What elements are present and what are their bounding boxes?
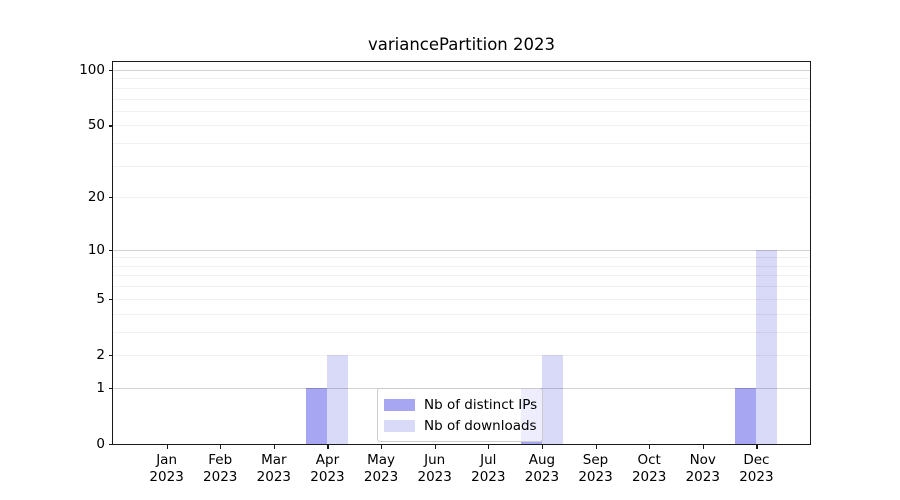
y-tick-label-20: 20	[87, 189, 105, 206]
x-tick-mark	[434, 445, 436, 449]
gridline-5	[113, 298, 810, 300]
x-tick-label-jan: Jan 2023	[149, 452, 184, 485]
gridline-2	[113, 354, 810, 356]
legend: Nb of distinct IPs Nb of downloads	[377, 388, 543, 442]
gridline-40	[113, 143, 810, 145]
gridline-4	[113, 313, 810, 315]
x-tick-label-may: May 2023	[363, 452, 399, 485]
x-tick-mark	[649, 445, 651, 449]
legend-swatch-downloads	[384, 419, 415, 432]
gridline-70	[113, 98, 810, 100]
x-tick-label-feb: Feb 2023	[203, 452, 238, 485]
legend-item: Nb of distinct IPs	[384, 394, 538, 415]
y-tick-label-10: 10	[87, 241, 105, 258]
gridline-30	[113, 165, 810, 167]
x-tick-mark	[327, 445, 329, 449]
x-tick-label-mar: Mar 2023	[256, 452, 292, 485]
x-tick-mark	[166, 445, 168, 449]
y-tick-label-0: 0	[96, 436, 105, 452]
y-tick-mark	[109, 387, 113, 390]
gridline-9	[113, 257, 810, 259]
gridline-8	[113, 265, 810, 267]
gridline-60	[113, 110, 810, 112]
x-tick-label-apr: Apr 2023	[310, 452, 345, 485]
legend-item: Nb of downloads	[384, 415, 537, 436]
x-tick-label-nov: Nov 2023	[685, 452, 720, 485]
y-tick-mark	[109, 444, 113, 446]
gridline-3	[113, 331, 810, 333]
y-tick-mark	[109, 249, 113, 251]
x-tick-mark	[273, 445, 276, 449]
y-tick-mark	[109, 298, 113, 300]
bar-downloads-dec	[756, 249, 778, 444]
y-tick-label-50: 50	[87, 117, 105, 134]
x-tick-mark	[595, 445, 597, 449]
gridline-6	[113, 286, 810, 288]
gridline-7	[113, 275, 810, 277]
y-tick-label-1: 1	[96, 379, 105, 396]
x-tick-mark	[541, 445, 544, 449]
gridline-10	[113, 249, 810, 251]
x-tick-label-jun: Jun 2023	[417, 452, 452, 485]
legend-label: Nb of downloads	[424, 417, 537, 434]
x-tick-label-dec: Dec 2023	[739, 452, 774, 485]
bar-distinct-ips-apr	[306, 387, 328, 444]
x-tick-label-oct: Oct 2023	[631, 452, 667, 485]
x-tick-label-aug: Aug 2023	[524, 452, 560, 485]
legend-label: Nb of distinct IPs	[424, 396, 538, 413]
gridline-90	[113, 78, 810, 80]
y-tick-mark	[109, 354, 113, 357]
x-tick-mark	[702, 445, 704, 449]
gridline-80	[113, 87, 810, 89]
chart-title: variancePartition 2023	[367, 35, 556, 54]
x-tick-mark	[220, 445, 222, 449]
x-tick-mark	[756, 445, 758, 449]
y-tick-label-2: 2	[96, 346, 105, 363]
gridline-100	[113, 70, 810, 71]
gridline-50	[113, 125, 810, 127]
x-tick-label-jul: Jul 2023	[471, 452, 506, 485]
y-tick-mark	[109, 197, 113, 199]
bar-distinct-ips-dec	[735, 387, 757, 444]
bar-downloads-apr	[327, 354, 349, 444]
bar-downloads-aug	[541, 354, 563, 444]
x-tick-label-sep: Sep 2023	[578, 452, 613, 485]
y-tick-mark	[109, 125, 113, 127]
plot-area	[112, 61, 811, 445]
gridline-20	[113, 197, 810, 199]
legend-swatch-distinct-ips	[384, 398, 415, 411]
y-tick-label-5: 5	[96, 290, 105, 307]
y-tick-mark	[109, 70, 113, 72]
x-tick-mark	[488, 445, 490, 449]
y-tick-label-100: 100	[79, 62, 105, 78]
x-tick-mark	[381, 445, 383, 449]
